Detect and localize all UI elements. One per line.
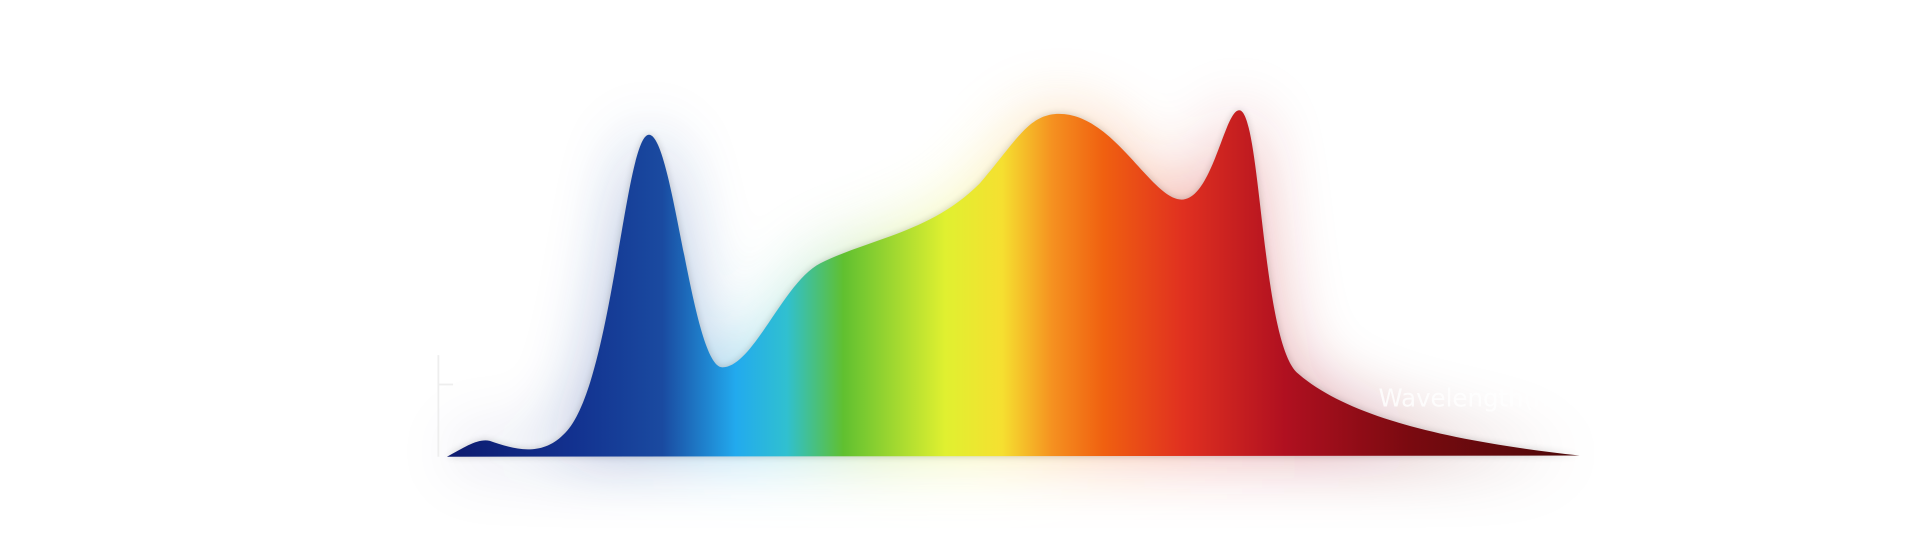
spectrum: Wavelength(nm) (437, 110, 1582, 457)
spectrum-area (446, 110, 1580, 457)
x-axis-label: Wavelength(nm) (1378, 384, 1582, 413)
